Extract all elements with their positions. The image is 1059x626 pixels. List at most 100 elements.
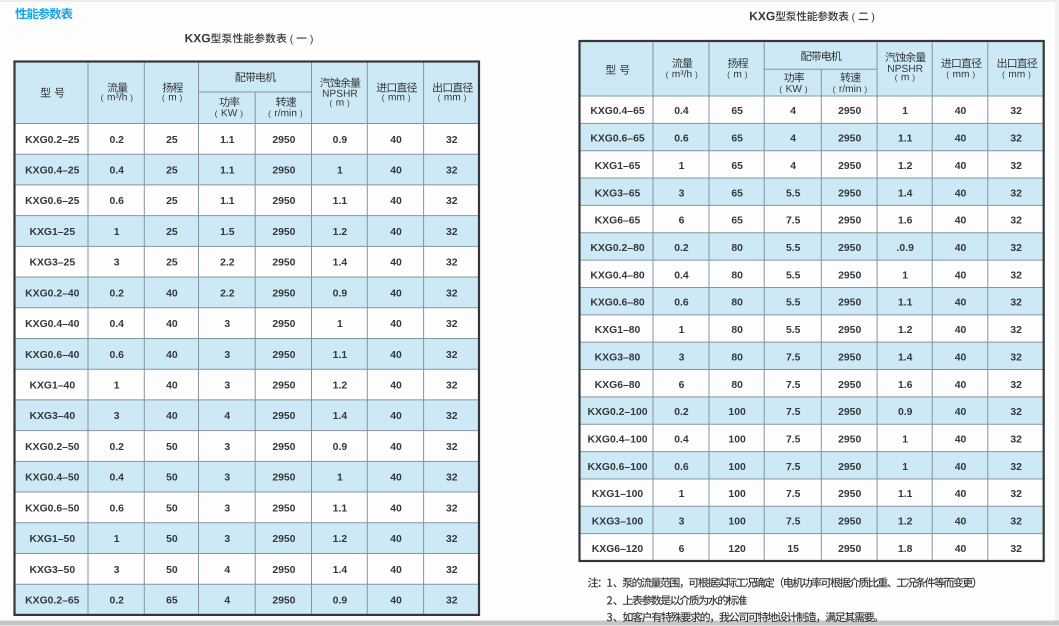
svg-text:40: 40 <box>955 380 967 391</box>
svg-text:0.6: 0.6 <box>109 196 124 207</box>
svg-text:50: 50 <box>166 503 178 514</box>
svg-text:KXG3–25: KXG3–25 <box>29 258 75 269</box>
svg-text:0.2: 0.2 <box>109 288 124 299</box>
svg-text:2950: 2950 <box>838 544 861 555</box>
svg-text:7.5: 7.5 <box>786 216 801 227</box>
svg-text:7.5: 7.5 <box>786 435 801 446</box>
svg-text:3: 3 <box>679 517 685 528</box>
svg-text:40: 40 <box>390 565 402 576</box>
svg-text:40: 40 <box>390 319 402 330</box>
svg-text:6: 6 <box>679 216 685 227</box>
svg-text:4: 4 <box>790 134 796 145</box>
svg-text:KXG1–25: KXG1–25 <box>29 227 75 238</box>
svg-text:32: 32 <box>1010 462 1022 473</box>
svg-text:25: 25 <box>166 227 178 238</box>
svg-text:3: 3 <box>224 381 230 392</box>
svg-text:1: 1 <box>902 106 908 117</box>
svg-text:40: 40 <box>955 216 967 227</box>
svg-text:7.5: 7.5 <box>786 462 801 473</box>
svg-text:2950: 2950 <box>272 442 295 453</box>
svg-text:100: 100 <box>728 407 746 418</box>
svg-text:32: 32 <box>446 258 458 269</box>
svg-text:1.2: 1.2 <box>898 161 913 172</box>
svg-text:1: 1 <box>902 270 908 281</box>
svg-text:80: 80 <box>731 325 743 336</box>
svg-text:32: 32 <box>446 381 458 392</box>
svg-text:2950: 2950 <box>838 407 861 418</box>
svg-text:2950: 2950 <box>838 380 861 391</box>
svg-text:0.9: 0.9 <box>333 442 348 453</box>
svg-text:KXG0.6–25: KXG0.6–25 <box>25 196 80 207</box>
svg-text:2950: 2950 <box>272 534 295 545</box>
svg-text:3: 3 <box>224 503 230 514</box>
svg-text:2950: 2950 <box>838 462 861 473</box>
svg-text:40: 40 <box>390 596 402 607</box>
svg-text:2.2: 2.2 <box>220 258 235 269</box>
svg-text:40: 40 <box>390 534 402 545</box>
svg-text:KXG0.4–25: KXG0.4–25 <box>25 166 80 177</box>
svg-text:32: 32 <box>446 473 458 484</box>
svg-text:1: 1 <box>114 381 120 392</box>
svg-text:1.1: 1.1 <box>333 503 348 514</box>
svg-text:4: 4 <box>224 596 230 607</box>
svg-text:KXG0.6–80: KXG0.6–80 <box>590 298 645 309</box>
svg-text:KXG0.4–50: KXG0.4–50 <box>25 473 80 484</box>
svg-text:KXG0.6–50: KXG0.6–50 <box>25 503 80 514</box>
svg-text:25: 25 <box>166 135 178 146</box>
svg-text:40: 40 <box>955 188 967 199</box>
svg-text:4: 4 <box>224 411 230 422</box>
svg-text:2950: 2950 <box>838 188 861 199</box>
svg-text:32: 32 <box>1010 380 1022 391</box>
svg-text:1: 1 <box>114 534 120 545</box>
svg-text:1: 1 <box>902 435 908 446</box>
svg-text:KXG6–120: KXG6–120 <box>592 544 644 555</box>
svg-text:2950: 2950 <box>838 216 861 227</box>
svg-text:40: 40 <box>166 381 178 392</box>
svg-text:KXG0.6–100: KXG0.6–100 <box>587 462 647 473</box>
svg-text:.0.9: .0.9 <box>897 243 915 254</box>
svg-text:40: 40 <box>955 544 967 555</box>
svg-text:2950: 2950 <box>838 106 861 117</box>
svg-text:KXG0.2–80: KXG0.2–80 <box>590 243 645 254</box>
svg-text:1.5: 1.5 <box>220 227 235 238</box>
svg-text:3: 3 <box>679 188 685 199</box>
svg-text:1.2: 1.2 <box>898 517 913 528</box>
svg-text:KXG1–40: KXG1–40 <box>29 381 75 392</box>
svg-text:32: 32 <box>446 135 458 146</box>
svg-text:40: 40 <box>955 352 967 363</box>
svg-text:3: 3 <box>114 258 120 269</box>
svg-text:1.1: 1.1 <box>333 350 348 361</box>
svg-text:2950: 2950 <box>838 243 861 254</box>
svg-text:1.1: 1.1 <box>333 196 348 207</box>
svg-text:2950: 2950 <box>272 503 295 514</box>
svg-text:25: 25 <box>166 258 178 269</box>
svg-text:KXG3–100: KXG3–100 <box>592 517 644 528</box>
svg-text:32: 32 <box>446 196 458 207</box>
svg-text:40: 40 <box>390 411 402 422</box>
svg-text:5.5: 5.5 <box>786 243 801 254</box>
svg-text:32: 32 <box>446 166 458 177</box>
svg-text:80: 80 <box>731 243 743 254</box>
svg-text:2950: 2950 <box>838 489 861 500</box>
svg-text:32: 32 <box>1010 489 1022 500</box>
svg-text:1.1: 1.1 <box>898 298 913 309</box>
svg-text:7.5: 7.5 <box>786 517 801 528</box>
svg-text:1: 1 <box>114 227 120 238</box>
svg-text:1.6: 1.6 <box>898 380 913 391</box>
svg-text:25: 25 <box>166 166 178 177</box>
svg-text:40: 40 <box>166 288 178 299</box>
svg-text:1.4: 1.4 <box>898 352 913 363</box>
svg-text:50: 50 <box>166 565 178 576</box>
svg-text:1: 1 <box>337 319 343 330</box>
svg-text:1: 1 <box>679 325 685 336</box>
svg-text:3: 3 <box>224 350 230 361</box>
svg-text:1.4: 1.4 <box>898 188 913 199</box>
svg-text:2950: 2950 <box>272 227 295 238</box>
svg-text:65: 65 <box>731 106 743 117</box>
svg-text:2950: 2950 <box>272 319 295 330</box>
svg-text:KXG0.6–65: KXG0.6–65 <box>590 134 645 145</box>
svg-text:KXG0.2–50: KXG0.2–50 <box>25 442 80 453</box>
svg-text:65: 65 <box>731 188 743 199</box>
svg-text:3: 3 <box>224 473 230 484</box>
svg-text:5.5: 5.5 <box>786 298 801 309</box>
